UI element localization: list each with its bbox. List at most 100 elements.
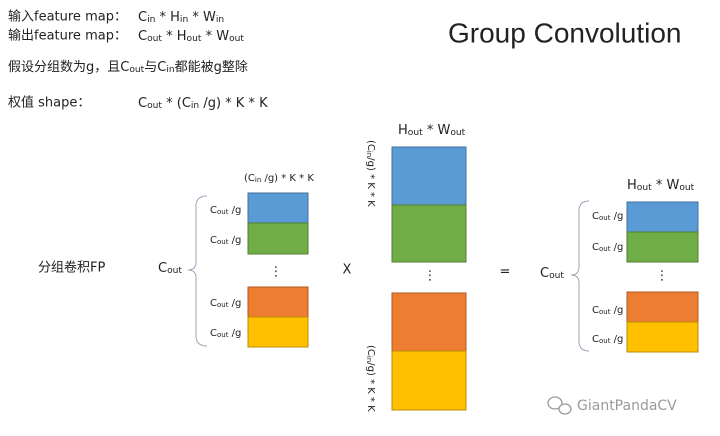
block-orange <box>247 286 309 318</box>
text-segment: (C <box>244 173 255 184</box>
subscript: out <box>408 128 423 138</box>
text-segment: * W <box>652 178 680 193</box>
block-green <box>391 204 467 263</box>
input-side-label: (Cin/g) * K * K <box>365 345 376 412</box>
ellipsis: ⋮ <box>270 265 283 280</box>
text-segment: /g <box>610 334 623 345</box>
block-green <box>247 222 309 255</box>
watermark-icon <box>547 396 572 415</box>
subscript: in <box>365 151 373 157</box>
weight-top-label: (Cin /g) * K * K <box>244 173 314 184</box>
subscript: out <box>450 128 465 138</box>
text-segment: /g <box>610 242 623 253</box>
subscript: in <box>166 65 174 75</box>
text-segment: C <box>210 205 217 216</box>
group-label: Cout /g <box>592 211 623 222</box>
text-segment: (C <box>365 345 376 356</box>
text-segment: C <box>592 305 599 316</box>
text-segment: /g) * K * K <box>261 173 314 184</box>
output-label: 输出feature map： <box>8 28 127 44</box>
ellipsis: ⋮ <box>656 269 669 284</box>
text-segment: H <box>398 123 408 138</box>
subscript: out <box>217 208 229 216</box>
text-segment: (C <box>365 140 376 151</box>
input-label: 输入feature map： <box>8 9 127 25</box>
brace <box>570 200 590 352</box>
subscript: out <box>167 266 182 276</box>
subscript: out <box>637 183 652 193</box>
ellipsis: ⋮ <box>424 269 437 284</box>
text-segment: C <box>592 211 599 222</box>
input-shape: Cin * Hin * Win <box>138 10 224 25</box>
assumption: 假设分组数为g，且Cout与Cin都能被g整除 <box>8 60 248 75</box>
group-label: Cout /g <box>210 205 241 216</box>
group-label: Cout /g <box>210 235 241 246</box>
text-segment: * H <box>162 29 187 44</box>
output-side-label: Cout <box>540 266 564 281</box>
subscript: in <box>255 176 261 184</box>
subscript: out <box>229 34 244 44</box>
output-shape: Cout * Hout * Wout <box>138 29 244 44</box>
row-label: 分组卷积FP <box>38 260 105 276</box>
subscript: out <box>217 238 229 246</box>
group-label: Cout /g <box>210 328 241 339</box>
subscript: out <box>599 337 611 345</box>
block-blue <box>391 146 467 206</box>
text-segment: 与C <box>144 60 166 75</box>
text-segment: 假设分组数为g，且C <box>8 60 129 75</box>
subscript: out <box>147 101 162 111</box>
watermark: GiantPandaCV <box>577 398 677 414</box>
title: Group Convolution <box>448 17 681 48</box>
subscript: in <box>191 101 199 111</box>
output-top-label: Hout * Wout <box>627 178 695 193</box>
subscript: out <box>679 183 694 193</box>
weight-side-label: Cout <box>158 261 182 276</box>
subscript: out <box>187 34 202 44</box>
text-segment: C <box>210 328 217 339</box>
text-segment: * H <box>155 10 180 25</box>
text-segment: /g) * K * K <box>365 362 376 412</box>
weight-label: 权值 shape： <box>8 95 90 111</box>
text-segment: * W <box>423 123 451 138</box>
input-side-label: (Cin/g) * K * K <box>365 140 376 207</box>
block-blue <box>247 192 309 224</box>
subscript: out <box>147 34 162 44</box>
block-orange <box>391 292 467 352</box>
text-segment: /g) * K * K <box>365 157 376 207</box>
text-segment: /g <box>228 298 241 309</box>
block-green <box>626 231 699 263</box>
text-segment: * W <box>201 29 229 44</box>
text-segment: /g <box>610 211 623 222</box>
text-segment: C <box>210 235 217 246</box>
text-segment: C <box>158 261 167 276</box>
block-blue <box>626 201 699 233</box>
group-label: Cout /g <box>592 305 623 316</box>
group-label: Cout /g <box>592 242 623 253</box>
text-segment: C <box>138 96 147 111</box>
block-yellow <box>247 316 309 348</box>
subscript: out <box>217 331 229 339</box>
subscript: out <box>217 301 229 309</box>
weight-shape: Cout * (Cin /g) * K * K <box>138 96 268 111</box>
block-yellow <box>626 321 699 353</box>
brace <box>187 195 208 347</box>
text-segment: C <box>592 242 599 253</box>
subscript: out <box>129 65 144 75</box>
text-segment: H <box>627 178 637 193</box>
block-yellow <box>391 350 467 411</box>
subscript: out <box>599 308 611 316</box>
subscript: in <box>216 15 224 25</box>
group-label: Cout /g <box>592 334 623 345</box>
group-label: Cout /g <box>210 298 241 309</box>
text-segment: * (C <box>162 96 191 111</box>
text-segment: C <box>592 334 599 345</box>
text-segment: 都能被g整除 <box>175 60 248 75</box>
subscript: in <box>147 15 155 25</box>
times-sign: X <box>343 263 352 278</box>
text-segment: C <box>210 298 217 309</box>
subscript: out <box>599 214 611 222</box>
input-top-label: Hout * Wout <box>398 123 466 138</box>
text-segment: C <box>138 10 147 25</box>
text-segment: /g) * K * K <box>199 96 268 111</box>
